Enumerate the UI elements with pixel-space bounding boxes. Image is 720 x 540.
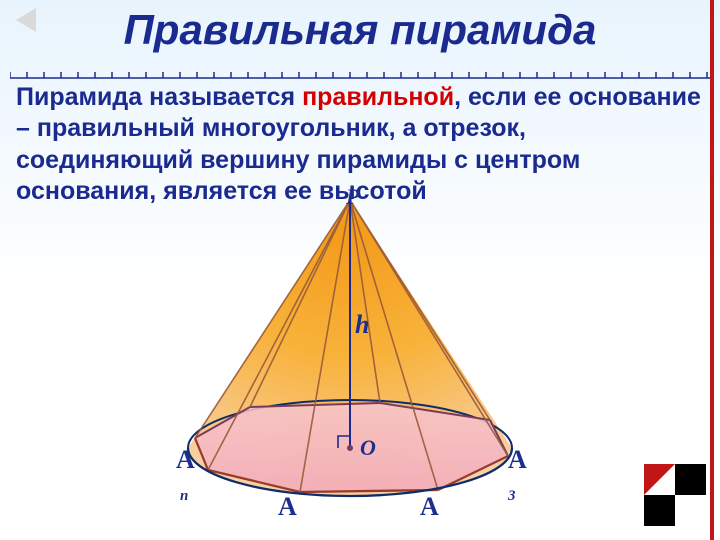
vertex-a2-label: А <box>420 492 439 522</box>
vertex-a3-label: А <box>508 445 527 475</box>
title-underline-ticks <box>10 68 710 82</box>
center-o-dot <box>347 445 353 451</box>
apex-label: P <box>346 184 359 210</box>
center-o-label: O <box>360 435 376 461</box>
vertex-a3-sub: 3 <box>508 488 516 505</box>
pyramid-diagram: P O h А n А А А 3 <box>150 190 550 540</box>
vertex-an-sub: n <box>180 488 188 505</box>
def-highlight: правильной <box>302 83 454 111</box>
slide-title: Правильная пирамида <box>0 6 720 54</box>
vertical-accent-bar <box>710 0 714 540</box>
def-pre: Пирамида называется <box>16 83 302 111</box>
corner-decoration <box>644 464 706 526</box>
vertex-an-label: А <box>176 445 195 475</box>
height-label: h <box>355 310 369 340</box>
definition-text: Пирамида называется правильной, если ее … <box>16 82 704 207</box>
vertex-a1-label: А <box>278 492 297 522</box>
